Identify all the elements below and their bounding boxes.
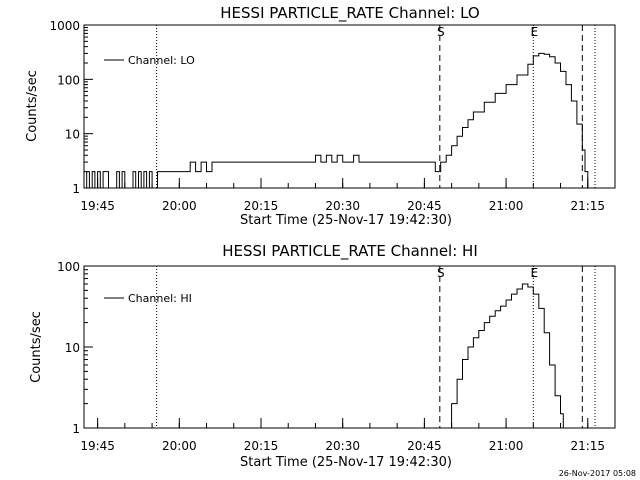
event-marker-label: S	[437, 266, 445, 280]
x-tick-label: 19:45	[80, 199, 115, 213]
legend-label-lo: Channel: LO	[128, 54, 195, 67]
timestamp-footer: 26-Nov-2017 05:08	[559, 469, 636, 478]
chart-title-lo: HESSI PARTICLE_RATE Channel: LO	[220, 4, 479, 23]
x-tick-label: 20:45	[407, 199, 442, 213]
chart-title-hi: HESSI PARTICLE_RATE Channel: HI	[222, 242, 478, 261]
x-tick-label: 20:15	[244, 199, 279, 213]
y-ticks-lo: 1 10 100 1000	[49, 19, 93, 196]
plot-frame-lo	[83, 24, 616, 189]
reference-lines-lo	[156, 25, 596, 188]
plot-frame-hi	[83, 265, 616, 429]
x-tick-label: 20:45	[407, 439, 442, 453]
reference-lines-hi	[156, 266, 596, 428]
event-marker-label: E	[531, 25, 539, 39]
x-tick-label: 20:30	[325, 199, 360, 213]
x-axis-label-hi: Start Time (25-Nov-17 19:42:30)	[240, 455, 452, 470]
legend-label-hi: Channel: HI	[128, 292, 192, 305]
x-ticks-hi: 19:45 20:00 20:15 20:30 20:45 21:00 21:15	[80, 418, 616, 453]
y-tick-label: 1	[72, 422, 80, 436]
x-tick-label: 19:45	[80, 439, 115, 453]
panel-hi: HESSI PARTICLE_RATE Channel: HI 1 10 100 1…	[29, 242, 616, 470]
y-tick-label: 1000	[49, 19, 80, 33]
y-tick-label: 100	[57, 73, 80, 87]
event-marker-label: S	[437, 25, 445, 39]
event-marker-label: E	[531, 266, 539, 280]
x-tick-label: 20:30	[325, 439, 360, 453]
series-line-hi	[446, 283, 564, 429]
x-axis-label-lo: Start Time (25-Nov-17 19:42:30)	[240, 213, 452, 228]
x-ticks-lo: 19:45 20:00 20:15 20:30 20:45 21:00 21:15	[80, 178, 616, 213]
x-tick-label: 20:00	[162, 439, 197, 453]
x-tick-label: 20:00	[162, 199, 197, 213]
y-tick-label: 100	[57, 260, 80, 274]
panel-lo: HESSI PARTICLE_RATE Channel: LO 1 10 100 10…	[25, 4, 616, 228]
x-tick-label: 21:15	[570, 439, 605, 453]
y-tick-label: 10	[65, 128, 80, 142]
legend-lo: Channel: LO	[104, 54, 195, 67]
y-ticks-hi: 1 10 100	[57, 260, 93, 436]
x-tick-label: 21:15	[570, 199, 605, 213]
y-tick-label: 10	[65, 341, 80, 355]
legend-hi: Channel: HI	[104, 292, 192, 305]
y-tick-label: 1	[72, 182, 80, 196]
x-tick-label: 21:00	[489, 199, 524, 213]
series-line-lo	[84, 52, 589, 189]
x-tick-label: 20:15	[244, 439, 279, 453]
y-axis-label-lo: Counts/sec	[25, 70, 40, 142]
y-axis-label-hi: Counts/sec	[29, 311, 44, 383]
x-tick-label: 21:00	[489, 439, 524, 453]
